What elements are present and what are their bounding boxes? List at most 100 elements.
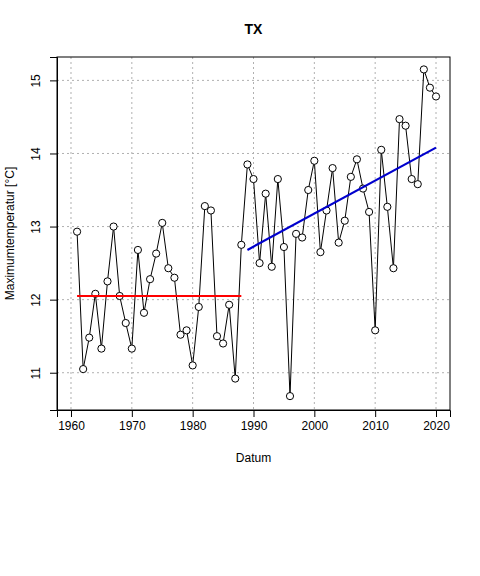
x-tick-label: 1970 <box>119 419 146 433</box>
data-point <box>207 207 214 214</box>
data-point <box>347 173 354 180</box>
x-tick-mark <box>193 410 194 417</box>
data-point <box>262 190 269 197</box>
x-tick-mark <box>71 410 72 417</box>
data-point <box>390 265 397 272</box>
y-axis-line <box>50 58 58 411</box>
x-tick: 2010 <box>362 410 389 433</box>
x-tick: 1980 <box>180 410 207 433</box>
data-point <box>73 228 80 235</box>
data-point <box>226 301 233 308</box>
y-tick: 15 <box>29 74 57 88</box>
grid-line-x <box>192 57 193 410</box>
data-point <box>153 250 160 257</box>
data-point <box>238 241 245 248</box>
data-point <box>384 203 391 210</box>
x-axis: 1960 1970 1980 1990 2000 2010 2020 <box>58 410 451 433</box>
grid-line-y <box>57 80 450 81</box>
x-tick-mark <box>314 410 315 417</box>
grid-line-x <box>375 57 376 410</box>
data-point <box>195 303 202 310</box>
data-point <box>402 122 409 129</box>
data-point <box>232 375 239 382</box>
data-point <box>408 175 415 182</box>
grid-line-x <box>253 57 254 410</box>
x-tick: 2000 <box>301 410 328 433</box>
x-tick-label: 2000 <box>301 419 328 433</box>
x-tick-mark <box>132 410 133 417</box>
x-tick-mark <box>254 410 255 417</box>
data-point <box>378 146 385 153</box>
y-tick-mark <box>50 300 57 301</box>
y-tick-label: 15 <box>29 74 43 88</box>
data-point <box>213 333 220 340</box>
y-axis-title: Maximumtemperatur [°C] <box>3 167 17 301</box>
grid-line-x <box>436 57 437 410</box>
data-point <box>159 219 166 226</box>
x-axis-line <box>58 411 451 418</box>
data-point <box>432 93 439 100</box>
grid-line-x <box>131 57 132 410</box>
x-tick: 2020 <box>423 410 450 433</box>
trend-line <box>77 295 241 297</box>
y-tick-label: 12 <box>29 293 43 307</box>
x-tick: 1970 <box>119 410 146 433</box>
data-point <box>244 161 251 168</box>
data-point <box>414 181 421 188</box>
data-point <box>146 276 153 283</box>
y-tick-mark <box>50 80 57 81</box>
x-tick: 1990 <box>241 410 268 433</box>
data-point <box>134 246 141 253</box>
plot-area <box>73 66 439 400</box>
data-point <box>311 157 318 164</box>
data-point <box>122 319 129 326</box>
x-tick: 1960 <box>58 410 85 433</box>
y-tick-mark <box>50 373 57 374</box>
x-tick-label: 2020 <box>423 419 450 433</box>
grid-line-x <box>70 57 71 410</box>
data-point <box>256 259 263 266</box>
data-point <box>104 278 111 285</box>
grid-line-y <box>57 299 450 300</box>
data-point <box>365 208 372 215</box>
data-point <box>286 393 293 400</box>
x-tick-mark <box>375 410 376 417</box>
x-tick-label: 1980 <box>180 419 207 433</box>
data-point <box>128 345 135 352</box>
data-point <box>183 327 190 334</box>
data-point <box>353 156 360 163</box>
data-point <box>86 334 93 341</box>
y-tick-label: 13 <box>29 220 43 234</box>
data-point <box>250 175 257 182</box>
data-point <box>426 84 433 91</box>
data-point <box>80 365 87 372</box>
x-tick-label: 1960 <box>58 419 85 433</box>
y-tick-label: 14 <box>29 147 43 161</box>
trend-line <box>247 148 436 250</box>
chart: 1960 1970 1980 1990 2000 2010 2020 11 12 13 14 15 TX… <box>0 0 480 576</box>
y-tick-mark <box>50 227 57 228</box>
x-tick-mark <box>436 410 437 417</box>
x-tick-label: 1990 <box>241 419 268 433</box>
data-point <box>305 186 312 193</box>
data-point <box>98 345 105 352</box>
data-point <box>140 309 147 316</box>
y-tick-label: 11 <box>29 367 43 380</box>
data-point <box>372 327 379 334</box>
y-tick: 13 <box>29 220 57 234</box>
grid-line-y <box>57 372 450 373</box>
data-point <box>110 223 117 230</box>
data-point <box>396 116 403 123</box>
data-point <box>268 263 275 270</box>
grid-line-x <box>314 57 315 410</box>
data-point <box>420 66 427 73</box>
x-tick-label: 2010 <box>362 419 389 433</box>
x-axis-title: Datum <box>236 451 271 465</box>
data-point <box>280 243 287 250</box>
data-line <box>77 69 436 396</box>
y-tick: 12 <box>29 293 57 307</box>
data-point <box>299 234 306 241</box>
data-point <box>317 249 324 256</box>
data-point <box>335 239 342 246</box>
title: TX <box>245 21 264 37</box>
